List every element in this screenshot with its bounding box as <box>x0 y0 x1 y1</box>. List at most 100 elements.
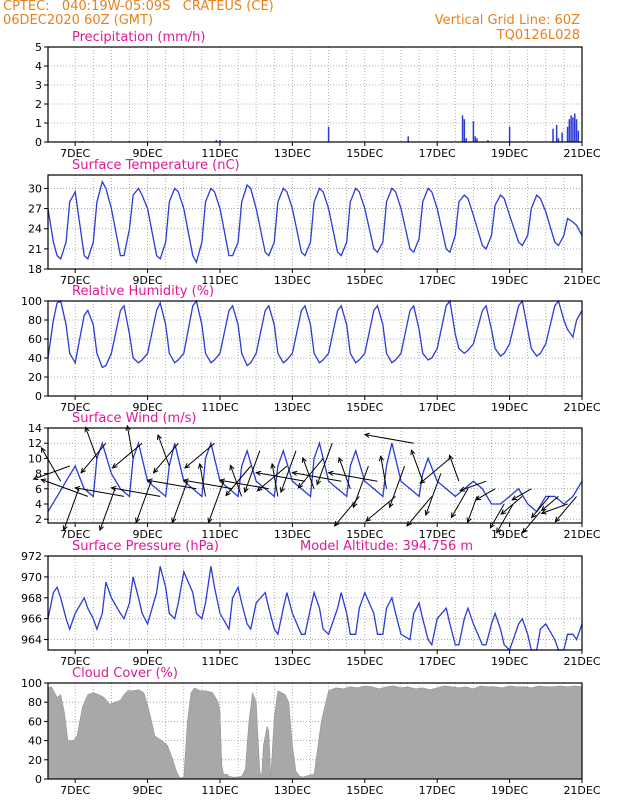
x-tick-label: 15DEC <box>346 655 383 668</box>
wind-vector-head <box>540 509 547 515</box>
precip-title: Precipitation (mm/h) <box>72 30 205 45</box>
precip-bar <box>407 136 409 142</box>
wind-vector <box>541 503 568 514</box>
x-tick-label: 11DEC <box>201 274 238 287</box>
wind-vector <box>425 473 442 516</box>
wind-vector-head <box>554 516 561 523</box>
wind-vector-head <box>291 470 298 476</box>
wind-vector-head <box>146 478 153 484</box>
wind-vector-head <box>152 467 159 474</box>
wind-vector <box>531 496 550 518</box>
y-tick-label: 40 <box>28 352 42 365</box>
y-tick-label: 14 <box>28 422 42 435</box>
cloud-title: Cloud Cover (%) <box>72 666 178 681</box>
x-tick-label: 19DEC <box>491 274 528 287</box>
wind-vector-head <box>125 424 131 431</box>
wind-vector-head <box>500 509 507 515</box>
wind-vector <box>420 458 451 484</box>
y-tick-label: 21 <box>28 243 42 256</box>
wind-vector-head <box>110 485 117 492</box>
precip-panel: 0 1 2 3 4 5 7DEC 9DEC 11DEC 13DEC 15DEC 17DEC 19DEC 2… <box>35 30 601 160</box>
header-run-time: 06DEC2020 60Z (GMT) <box>3 13 154 28</box>
x-tick-label: 11DEC <box>201 784 238 797</box>
wind-vector-head <box>459 486 466 492</box>
wind-vector-head <box>62 525 68 532</box>
x-tick-label: 13DEC <box>274 655 311 668</box>
x-tick-label: 21DEC <box>563 528 600 541</box>
y-tick-label: 24 <box>28 223 42 236</box>
wind-vector <box>171 481 188 523</box>
x-tick-label: 11DEC <box>201 147 238 160</box>
y-tick-label: 30 <box>28 182 42 195</box>
precip-bar <box>555 124 558 142</box>
y-tick-label: 972 <box>21 550 42 563</box>
x-tick-label: 7DEC <box>60 784 90 797</box>
wind-vector <box>298 458 324 489</box>
x-tick-label: 7DEC <box>60 401 90 414</box>
wind-frame <box>47 427 583 524</box>
wind-vector-head <box>255 470 262 476</box>
wind-vector <box>364 434 414 444</box>
wind-vector <box>199 463 206 497</box>
wind-vector-head <box>410 449 416 456</box>
precip-bar <box>327 126 330 142</box>
wind-vector <box>302 457 315 489</box>
wind-vector-head <box>511 495 518 501</box>
wind-vector <box>489 503 505 529</box>
y-tick-label: 18 <box>28 263 42 276</box>
wind-vector-head <box>225 490 231 497</box>
x-tick-label: 17DEC <box>419 274 456 287</box>
header-station: CPTEC: 040:19W-05:09S CRATEUS (CE) <box>3 0 274 14</box>
wind-vector <box>365 496 396 522</box>
x-tick-label: 9DEC <box>133 274 163 287</box>
wind-vector-head <box>218 478 226 484</box>
wind-vector-head <box>466 517 472 524</box>
precip-bar <box>568 119 571 142</box>
model-altitude-label: Model Altitude: 394.756 m <box>300 539 473 554</box>
wind-title: Surface Wind (m/s) <box>72 411 196 426</box>
wind-vector <box>183 479 233 490</box>
pressure-panel: 964 966 968 970 972 7DEC 9DEC 11DEC 13DEC 15DEC 17… <box>21 539 601 668</box>
wind-vector-head <box>84 426 90 433</box>
temperature-title: Surface Temperature (nC) <box>72 158 240 173</box>
wind-vector <box>280 450 297 493</box>
x-tick-label: 17DEC <box>419 147 456 160</box>
x-tick-label: 13DEC <box>274 784 311 797</box>
y-tick-label: 80 <box>28 696 42 709</box>
wind-vector <box>126 425 134 459</box>
precip-bar <box>575 119 578 142</box>
wind-vector-head <box>32 475 39 481</box>
x-tick-label: 21DEC <box>563 655 600 668</box>
wind-vector-head <box>365 516 372 522</box>
x-tick-label: 11DEC <box>201 401 238 414</box>
x-tick-label: 19DEC <box>491 147 528 160</box>
y-tick-label: 3 <box>35 79 42 92</box>
wind-vector <box>475 488 496 501</box>
x-tick-label: 17DEC <box>419 655 456 668</box>
wind-vector-head <box>448 454 454 461</box>
wind-vector <box>256 472 306 482</box>
wind-vector <box>406 496 433 527</box>
x-tick-label: 7DEC <box>60 655 90 668</box>
wind-vector <box>467 496 478 523</box>
x-tick-label: 19DEC <box>491 401 528 414</box>
x-tick-label: 19DEC <box>491 784 528 797</box>
wind-vector <box>208 481 225 523</box>
pressure-series-line <box>47 566 583 652</box>
wind-vector <box>157 434 170 467</box>
y-tick-label: 2 <box>35 98 42 111</box>
precip-bar <box>574 113 576 142</box>
x-tick-label: 7DEC <box>60 528 90 541</box>
wind-vector <box>338 457 351 489</box>
x-tick-label: 15DEC <box>346 528 383 541</box>
wind-vector-head <box>489 522 495 529</box>
y-tick-label: 20 <box>28 754 42 767</box>
x-tick-label: 7DEC <box>60 147 90 160</box>
wind-vector-head <box>80 467 86 474</box>
temperature-series-line <box>47 179 583 265</box>
wind-vector-head <box>301 456 307 463</box>
x-tick-label: 9DEC <box>133 655 163 668</box>
precip-bar <box>577 130 580 142</box>
x-tick-label: 21DEC <box>563 147 600 160</box>
